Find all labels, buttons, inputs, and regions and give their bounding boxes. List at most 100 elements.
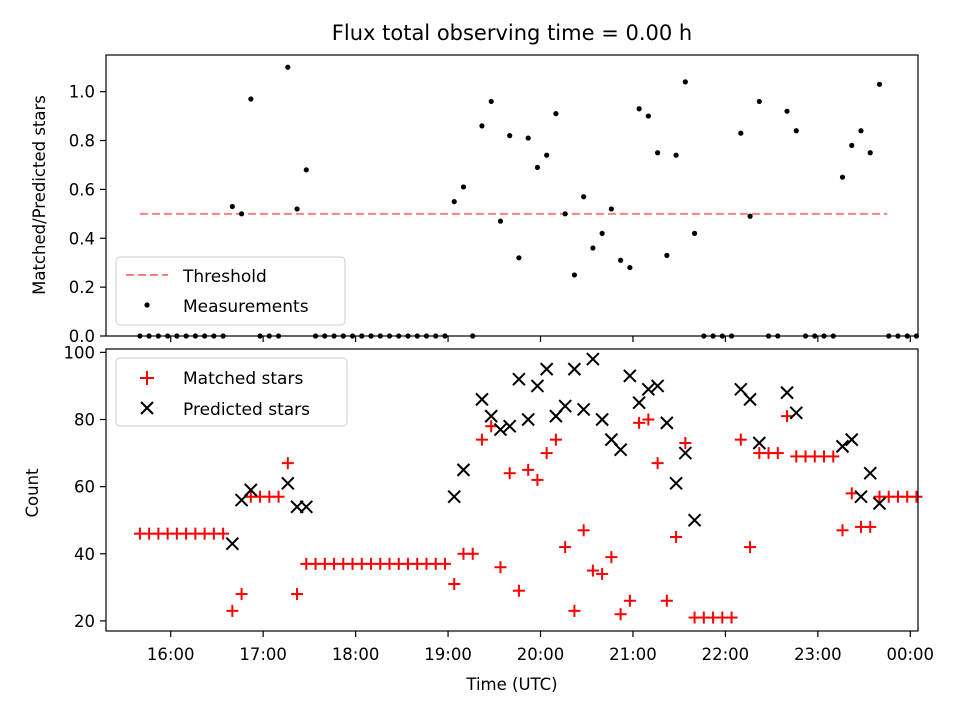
top-y-tick-label: 1.0 <box>69 83 95 102</box>
measurement-point <box>655 150 661 156</box>
x-tick-label: 21:00 <box>609 645 657 664</box>
top-y-tick-label: 0.6 <box>69 180 95 199</box>
x-tick-label: 19:00 <box>424 645 472 664</box>
matched-star-point <box>910 490 923 503</box>
matched-star-point <box>725 611 738 624</box>
x-tick-label: 20:00 <box>517 645 565 664</box>
top-y-axis-label: Matched/Predicted stars <box>30 95 49 295</box>
measurement-point <box>793 128 799 134</box>
bottom-plot-area <box>133 352 923 624</box>
measurement-point <box>645 113 651 119</box>
matched-star-point <box>596 567 609 580</box>
predicted-star-point <box>567 362 582 376</box>
top-y-tick-label: 0.0 <box>69 327 95 346</box>
matched-star-point <box>864 520 877 533</box>
measurement-point <box>756 98 762 105</box>
predicted-star-point <box>539 362 554 376</box>
matched-star-point <box>235 588 248 601</box>
measurement-point <box>867 150 873 156</box>
bottom-y-tick-label: 60 <box>74 478 95 497</box>
top-panel: Flux total observing time = 0.00 h Match… <box>30 21 920 346</box>
legend-threshold-label: Threshold <box>182 267 267 287</box>
measurement-point <box>562 211 568 217</box>
measurement-point <box>876 81 883 87</box>
bottom-legend: Matched stars Predicted stars <box>115 357 348 427</box>
matched-star-point <box>679 437 692 449</box>
measurement-point <box>507 133 513 139</box>
matched-star-point <box>512 584 525 597</box>
bottom-y-tick-label: 40 <box>74 545 95 564</box>
measurement-point <box>636 106 642 112</box>
measurement-point <box>488 98 494 105</box>
measurement-point <box>294 206 300 212</box>
measurement-point <box>849 142 855 149</box>
matched-star-point <box>494 561 507 574</box>
x-tick-label: 17:00 <box>239 645 287 664</box>
top-legend: Threshold Measurements <box>115 256 346 326</box>
matched-star-point <box>633 416 646 429</box>
matched-star-point <box>605 551 618 564</box>
predicted-star-point <box>650 379 665 393</box>
matched-star-point <box>559 541 572 554</box>
matched-star-point <box>291 588 304 601</box>
predicted-star-point <box>521 412 535 427</box>
predicted-star-point <box>447 490 461 504</box>
measurement-point <box>858 128 864 134</box>
matched-star-point <box>226 604 239 617</box>
predicted-star-point <box>456 463 471 477</box>
predicted-star-point <box>687 513 702 527</box>
predicted-star-point <box>225 537 240 551</box>
matched-star-point <box>771 447 784 460</box>
bottom-y-tick-label: 80 <box>74 411 95 430</box>
predicted-star-point <box>502 419 517 433</box>
x-tick-label: 18:00 <box>332 645 380 664</box>
matched-star-point <box>614 608 627 621</box>
measurement-point <box>590 245 596 251</box>
matched-star-point <box>734 433 747 446</box>
measurement-point <box>516 255 522 261</box>
matched-star-point <box>744 541 757 554</box>
x-tick-label: 22:00 <box>702 645 750 664</box>
x-tick-label: 16:00 <box>147 645 195 664</box>
matched-star-point <box>522 463 535 476</box>
matched-star-point <box>531 473 544 486</box>
x-axis-label: Time (UTC) <box>465 675 557 694</box>
measurement-point <box>747 213 753 219</box>
measurement-point <box>839 174 846 180</box>
bottom-y-tick-label: 20 <box>74 612 95 631</box>
top-legend-box <box>115 256 346 326</box>
bottom-y-tick-label: 100 <box>64 343 96 362</box>
matched-star-point <box>438 557 451 570</box>
matched-star-point <box>651 457 664 470</box>
matched-star-point <box>660 594 673 607</box>
predicted-star-point <box>669 476 683 490</box>
matched-star-point <box>475 433 488 446</box>
top-axes-frame <box>105 54 919 337</box>
legend-predicted-label: Predicted stars <box>183 400 310 420</box>
measurement-point <box>618 257 624 263</box>
predicted-star-point <box>872 496 887 511</box>
measurement-point <box>238 211 245 217</box>
predicted-star-point <box>835 439 850 454</box>
measurement-point <box>544 152 550 158</box>
predicted-star-point <box>789 406 803 420</box>
bottom-legend-box <box>115 357 348 427</box>
top-y-tick-label: 0.2 <box>69 278 95 297</box>
measurement-point <box>303 167 309 173</box>
predicted-star-point <box>530 379 545 393</box>
measurement-point <box>673 152 679 158</box>
measurement-point <box>738 130 744 136</box>
measurement-point <box>525 135 531 141</box>
matched-star-point <box>540 447 553 460</box>
matched-star-point <box>845 487 858 500</box>
legend-measurements-label: Measurements <box>183 297 309 317</box>
predicted-star-point <box>780 385 794 400</box>
matched-star-point <box>568 604 581 617</box>
measurement-point <box>608 206 614 212</box>
matched-star-point <box>642 413 655 426</box>
measurement-point <box>682 79 688 85</box>
measurement-point <box>627 264 633 271</box>
predicted-star-point <box>660 416 674 430</box>
